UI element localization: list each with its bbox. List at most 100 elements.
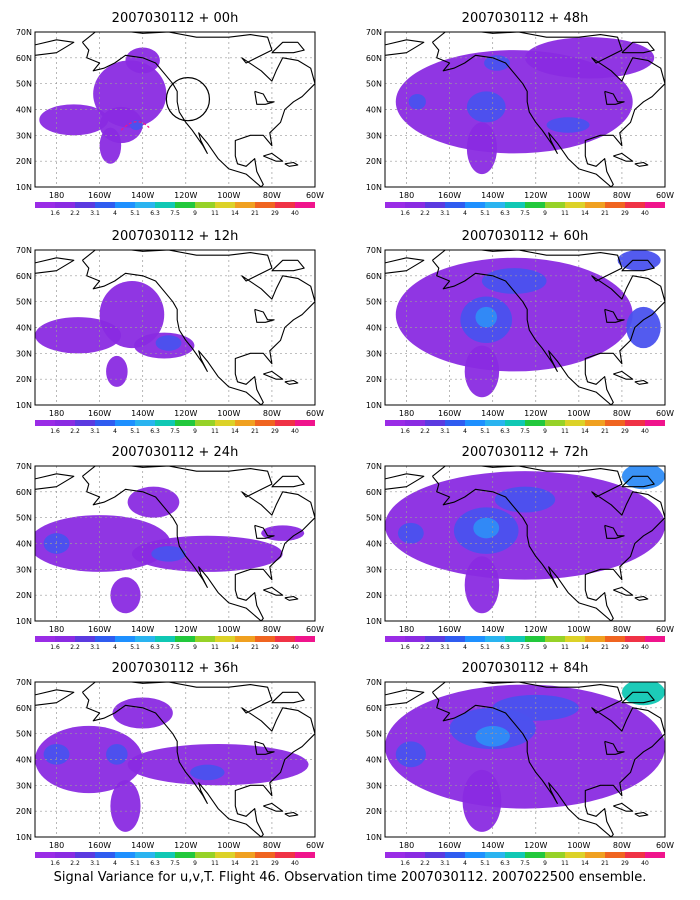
coastline bbox=[431, 466, 665, 621]
colorbar-swatch bbox=[275, 420, 295, 426]
panel-title: 2007030112 + 36h bbox=[112, 661, 239, 676]
map-frame bbox=[384, 681, 666, 838]
lat-tick-label: 40N bbox=[16, 324, 32, 333]
colorbar-swatch bbox=[425, 852, 445, 858]
map-area bbox=[385, 682, 665, 837]
lat-tick-label: 40N bbox=[16, 756, 32, 765]
colorbar-swatch bbox=[465, 202, 485, 208]
colorbar-label: 11 bbox=[561, 860, 569, 867]
lon-tick-label: 80W bbox=[613, 191, 631, 200]
colorbar-label: 40 bbox=[291, 644, 299, 651]
lat-tick-label: 70N bbox=[16, 246, 32, 255]
lat-tick-label: 10N bbox=[366, 833, 382, 842]
colorbar-label: 4 bbox=[113, 644, 117, 651]
lon-tick-label: 120W bbox=[174, 841, 197, 850]
colorbar-swatch bbox=[385, 852, 405, 858]
lat-tick-label: 50N bbox=[16, 514, 32, 523]
lat-tick-label: 70N bbox=[366, 678, 382, 687]
coastline bbox=[271, 475, 305, 488]
colorbar-swatch bbox=[95, 852, 115, 858]
lat-tick-label: 50N bbox=[366, 298, 382, 307]
lon-tick-label: 140W bbox=[131, 409, 154, 418]
lat-tick-label: 20N bbox=[366, 591, 382, 600]
coastline bbox=[385, 473, 425, 490]
lon-tick-label: 120W bbox=[524, 841, 547, 850]
colorbar-label: 2.2 bbox=[420, 428, 430, 435]
variance-contour bbox=[151, 546, 186, 562]
colorbar-swatch bbox=[75, 420, 95, 426]
map-area bbox=[35, 250, 315, 405]
colorbar-label: 29 bbox=[621, 644, 629, 651]
colorbar-swatch bbox=[525, 852, 545, 858]
map-panel-2: 2007030112 + 48h 10N 20N 30N 40N 50N 60N 70N 180… bbox=[366, 11, 674, 217]
colorbar-swatch bbox=[585, 636, 605, 642]
colorbar-label: 9 bbox=[543, 210, 547, 217]
lon-tick-label: 60W bbox=[306, 191, 324, 200]
colorbar-swatch bbox=[255, 420, 275, 426]
colorbar-label: 21 bbox=[601, 210, 609, 217]
colorbar-swatch bbox=[625, 202, 645, 208]
coastline bbox=[284, 811, 299, 817]
lon-tick-label: 120W bbox=[524, 191, 547, 200]
variance-contour bbox=[473, 517, 500, 539]
colorbar-label: 14 bbox=[231, 428, 239, 435]
coastline bbox=[613, 152, 634, 162]
colorbar-swatch bbox=[75, 852, 95, 858]
colorbar-label: 5.1 bbox=[480, 428, 490, 435]
lon-tick-label: 120W bbox=[174, 409, 197, 418]
colorbar-swatch bbox=[505, 202, 525, 208]
colorbar-label: 29 bbox=[271, 644, 279, 651]
coastline bbox=[431, 682, 665, 837]
lon-tick-label: 100W bbox=[217, 841, 240, 850]
colorbar-swatch bbox=[215, 852, 235, 858]
colorbar-swatch bbox=[175, 202, 195, 208]
colorbar-swatch bbox=[295, 202, 315, 208]
colorbar-label: 6.3 bbox=[500, 644, 510, 651]
coastline bbox=[254, 524, 275, 539]
colorbar-swatch bbox=[175, 636, 195, 642]
coastline bbox=[271, 259, 305, 272]
lon-tick-label: 60W bbox=[656, 841, 674, 850]
lon-tick-label: 60W bbox=[306, 409, 324, 418]
lon-tick-label: 80W bbox=[263, 841, 281, 850]
lon-tick-label: 180 bbox=[399, 191, 414, 200]
colorbar-swatch bbox=[545, 852, 565, 858]
colorbar-label: 4 bbox=[113, 210, 117, 217]
lat-tick-label: 60N bbox=[16, 272, 32, 281]
variance-contour bbox=[106, 744, 128, 765]
colorbar-label: 1.6 bbox=[400, 860, 410, 867]
colorbar-swatch bbox=[275, 202, 295, 208]
colorbar-label: 21 bbox=[251, 860, 259, 867]
map-frame bbox=[34, 249, 316, 406]
lat-tick-label: 10N bbox=[16, 833, 32, 842]
colorbar-swatch bbox=[505, 636, 525, 642]
colorbar-label: 5.1 bbox=[480, 860, 490, 867]
map-area bbox=[385, 466, 665, 621]
variance-contour bbox=[494, 486, 556, 513]
lat-tick-label: 20N bbox=[16, 375, 32, 384]
colorbar-label: 3.1 bbox=[90, 210, 100, 217]
coastline bbox=[254, 740, 275, 755]
lat-tick-label: 20N bbox=[366, 375, 382, 384]
map-area bbox=[385, 250, 665, 405]
variance-contour bbox=[385, 471, 665, 580]
coastline bbox=[634, 811, 649, 817]
coastline bbox=[81, 466, 315, 621]
colorbar-label: 21 bbox=[601, 428, 609, 435]
lon-tick-label: 140W bbox=[131, 625, 154, 634]
colorbar-label: 7.5 bbox=[520, 860, 530, 867]
colorbar-label: 1.6 bbox=[50, 860, 60, 867]
panel-title: 2007030112 + 60h bbox=[462, 229, 589, 244]
variance-contour bbox=[475, 725, 510, 747]
colorbar-swatch bbox=[425, 420, 445, 426]
colorbar-swatch bbox=[75, 202, 95, 208]
lat-tick-label: 30N bbox=[16, 131, 32, 140]
colorbar-label: 6.3 bbox=[150, 860, 160, 867]
lon-tick-label: 180 bbox=[49, 841, 64, 850]
colorbar-label: 29 bbox=[271, 860, 279, 867]
colorbar-label: 1.6 bbox=[50, 210, 60, 217]
lon-tick-label: 60W bbox=[656, 625, 674, 634]
colorbar-swatch bbox=[75, 636, 95, 642]
variance-contour bbox=[385, 684, 665, 809]
coastline bbox=[621, 41, 655, 54]
